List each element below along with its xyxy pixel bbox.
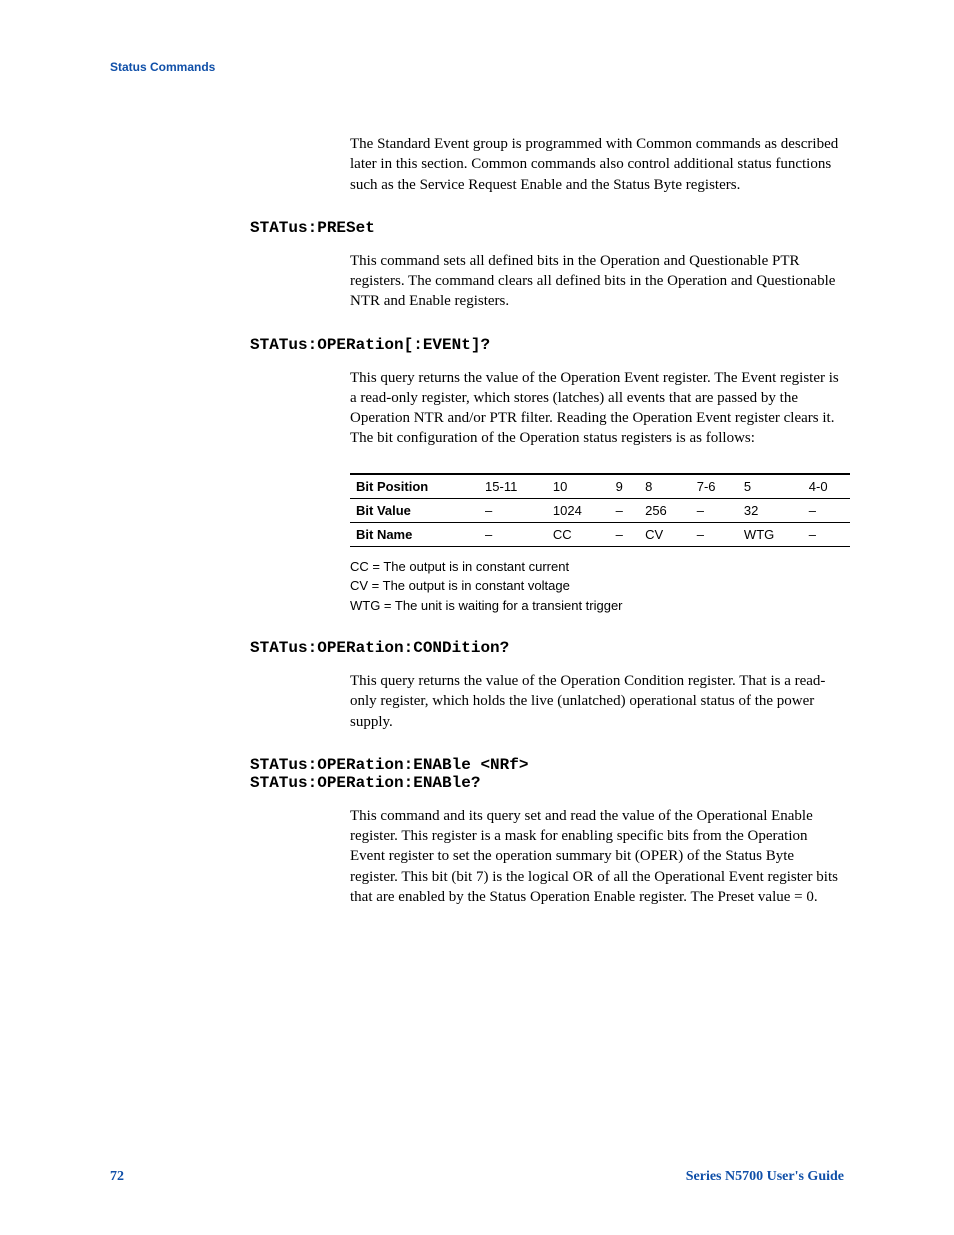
col-8: 8 [639,474,691,499]
row-bit-name: Bit Name [350,522,479,546]
cell: – [691,522,738,546]
cmd-status-operation-enable: STATus:OPERation:ENABle <NRf> STATus:OPE… [250,756,844,792]
bit-table: Bit Position 15-11 10 9 8 7-6 5 4-0 Bit … [350,473,850,547]
legend-cc: CC = The output is in constant current [350,557,844,577]
cell: – [803,522,850,546]
cell: – [610,498,639,522]
col-10: 10 [547,474,610,499]
col-15-11: 15-11 [479,474,547,499]
col-5: 5 [738,474,803,499]
table-row: Bit Name – CC – CV – WTG – [350,522,850,546]
condition-body: This query returns the value of the Oper… [350,671,844,732]
event-body: This query returns the value of the Oper… [350,368,844,449]
cell: 1024 [547,498,610,522]
cell: – [803,498,850,522]
legend-cv: CV = The output is in constant voltage [350,576,844,596]
cell: CV [639,522,691,546]
col-4-0: 4-0 [803,474,850,499]
col-9: 9 [610,474,639,499]
table-header-row: Bit Position 15-11 10 9 8 7-6 5 4-0 [350,474,850,499]
page-footer: 72 Series N5700 User's Guide [110,1169,844,1185]
table-legend: CC = The output is in constant current C… [350,557,844,616]
cmd-status-operation-event: STATus:OPERation[:EVENt]? [250,336,844,354]
table-row: Bit Value – 1024 – 256 – 32 – [350,498,850,522]
cell: WTG [738,522,803,546]
page-container: Status Commands The Standard Event group… [0,0,954,1235]
cell: – [479,498,547,522]
preset-body: This command sets all defined bits in th… [350,251,844,312]
cmd-status-preset: STATus:PRESet [250,219,844,237]
cell: 32 [738,498,803,522]
legend-wtg: WTG = The unit is waiting for a transien… [350,596,844,616]
page-header: Status Commands [110,60,844,74]
cell: – [691,498,738,522]
intro-paragraph: The Standard Event group is programmed w… [350,134,844,195]
enable-body: This command and its query set and read … [350,806,844,907]
col-7-6: 7-6 [691,474,738,499]
cell: – [610,522,639,546]
page-number: 72 [110,1169,124,1185]
cell: – [479,522,547,546]
footer-title: Series N5700 User's Guide [686,1169,844,1185]
cell: CC [547,522,610,546]
cmd-status-operation-condition: STATus:OPERation:CONDition? [250,639,844,657]
row-bit-value: Bit Value [350,498,479,522]
cell: 256 [639,498,691,522]
col-bit-position: Bit Position [350,474,479,499]
